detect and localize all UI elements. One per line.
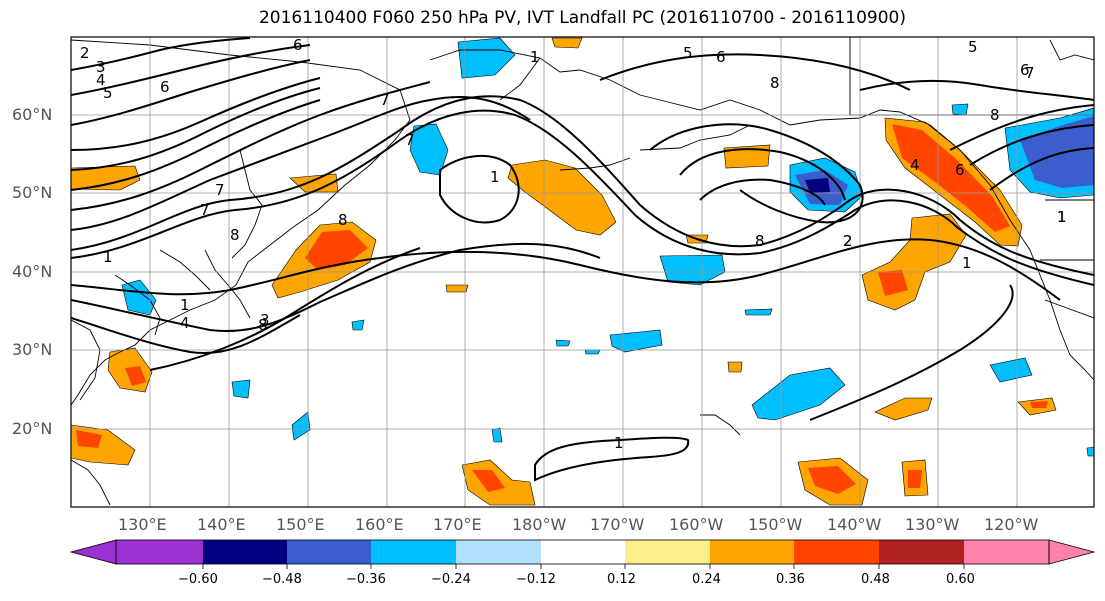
lon-label-140w: 140°W [827, 515, 882, 534]
lon-label-140e: 140°E [197, 515, 246, 534]
contour-label: 6 [160, 78, 170, 96]
contour-labels: 2 3 4 5 6 7 8 1 6 7 8 1 1 8 3 4 5 6 7 8 [80, 36, 1067, 452]
colorbar-segment [287, 540, 371, 564]
pv-contours [71, 37, 1094, 482]
contour-label: 8 [770, 74, 780, 92]
lon-label-160w: 160°W [669, 515, 724, 534]
contour-label: 8 [338, 211, 348, 229]
contour-label: 5 [103, 84, 113, 102]
contour-label: 7 [1025, 64, 1035, 82]
colorbar-segment [625, 540, 710, 564]
contour-label: 1 [1057, 208, 1067, 226]
contour-label: 1 [614, 434, 624, 452]
contour-label: 1 [530, 48, 540, 66]
colorbar-tick-label: −0.60 [178, 572, 218, 587]
coastlines [71, 37, 1094, 506]
graticule [71, 37, 1094, 507]
colorbar-tick-label: −0.48 [262, 572, 302, 587]
contour-label: 1 [962, 254, 972, 272]
lon-label-130w: 130°W [905, 515, 960, 534]
contour-label: 4 [910, 156, 920, 174]
contour-label: 1 [180, 296, 190, 314]
colorbar-segment [371, 540, 456, 564]
colorbar-segment [203, 540, 287, 564]
lat-label-60n: 60°N [12, 105, 53, 124]
colorbar-tick-label: 0.36 [776, 572, 805, 587]
lat-label-20n: 20°N [12, 419, 53, 438]
lat-label-30n: 30°N [12, 340, 53, 359]
contour-label: 5 [683, 44, 693, 62]
contour-label: 2 [80, 44, 90, 62]
contour-label: 4 [96, 71, 106, 89]
colorbar-tick-label: 0.24 [692, 572, 721, 587]
contour-label: 1 [490, 168, 500, 186]
colorbar-segment [794, 540, 879, 564]
lon-label-120w: 120°W [984, 515, 1039, 534]
colorbar-extend-low [69, 539, 117, 565]
colorbar-tick-label: −0.12 [516, 572, 556, 587]
lat-label-40n: 40°N [12, 262, 53, 281]
contour-label: 6 [293, 36, 303, 54]
contour-label: 3 [260, 311, 270, 329]
colorbar-tick-label: −0.24 [431, 572, 471, 587]
contour-label: 7 [380, 91, 390, 109]
lon-label-170w: 170°W [590, 515, 645, 534]
lon-label-150w: 150°W [748, 515, 803, 534]
contour-label: 6 [716, 48, 726, 66]
contour-label: 5 [968, 38, 978, 56]
contour-label: 2 [843, 232, 853, 250]
colorbar-segment [879, 540, 964, 564]
contour-label: 8 [990, 106, 1000, 124]
contour-label: 6 [1020, 61, 1030, 79]
colorbar-tick-label: 0.48 [861, 572, 890, 587]
lat-label-50n: 50°N [12, 183, 53, 202]
contour-label: 8 [258, 316, 268, 334]
colorbar [69, 539, 1096, 569]
colorbar-extend-high [1048, 539, 1096, 565]
lon-label-130e: 130°E [118, 515, 167, 534]
colorbar-segment [116, 540, 203, 564]
contour-label: 4 [180, 314, 190, 332]
contour-label: 8 [755, 232, 765, 250]
colorbar-tick-label: 0.60 [946, 572, 975, 587]
contour-label: 7 [405, 131, 415, 149]
lon-label-170e: 170°E [433, 515, 482, 534]
colorbar-segment [964, 540, 1049, 564]
contour-label: 1 [103, 248, 113, 266]
contour-label: 6 [955, 161, 965, 179]
contour-label: 7 [215, 181, 225, 199]
contour-label: 1 [1057, 208, 1067, 226]
negative-anomalies [121, 37, 1094, 457]
contour-label: 8 [230, 226, 240, 244]
lon-label-150e: 150°E [276, 515, 325, 534]
colorbar-tick-label: 0.12 [607, 572, 636, 587]
map-title: 2016110400 F060 250 hPa PV, IVT Landfall… [258, 8, 906, 28]
contour-label: 7 [200, 201, 210, 219]
colorbar-segment [541, 540, 625, 564]
map-panel: 2 3 4 5 6 7 8 1 6 7 8 1 1 8 3 4 5 6 7 8 [70, 36, 1095, 508]
lon-label-180w: 180°W [512, 515, 567, 534]
contour-label: 3 [96, 58, 106, 76]
colorbar-segment [710, 540, 794, 564]
colorbar-segment [456, 540, 541, 564]
contour-label: 2 [843, 232, 853, 250]
lon-label-160e: 160°E [355, 515, 404, 534]
colorbar-tick-label: −0.36 [346, 572, 386, 587]
